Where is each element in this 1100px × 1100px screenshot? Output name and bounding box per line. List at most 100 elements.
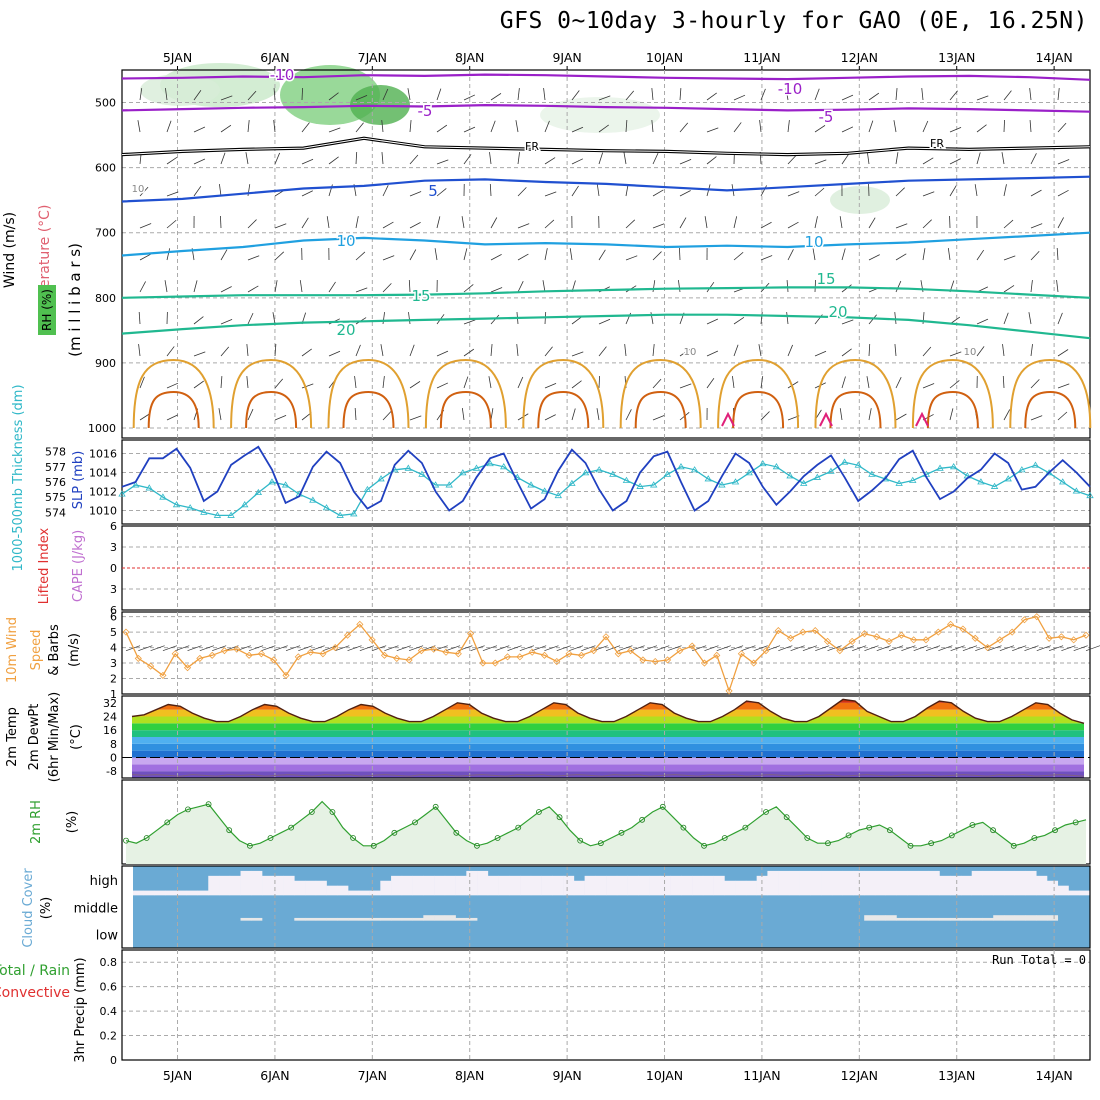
wind-barb <box>470 645 485 652</box>
wind-barb <box>355 151 358 165</box>
wind-barb <box>137 120 141 133</box>
cape-contour-mark <box>915 411 929 427</box>
wind-barb <box>618 645 633 652</box>
bottom-date-label: 5JAN <box>163 1068 192 1083</box>
wind-barb <box>463 126 476 133</box>
cloud-high-gap <box>186 890 198 896</box>
wind-barb <box>841 126 854 133</box>
wind-speed-point <box>1008 628 1016 636</box>
wind-barb <box>922 219 932 229</box>
thickness-point <box>690 466 699 473</box>
wind-barb <box>139 253 151 261</box>
wind-barb <box>814 216 818 229</box>
wind-speed-point <box>356 620 364 628</box>
thickness-line <box>121 461 1091 517</box>
rh-point <box>494 835 501 841</box>
temp-tick-label: 32 <box>103 697 117 710</box>
isotherm-30-loop <box>1024 390 1077 429</box>
wind-speed-point <box>947 620 955 628</box>
wind-barb <box>841 348 852 357</box>
cloud-high-gap <box>283 875 295 896</box>
cloud-mid-gap <box>240 917 252 921</box>
thickness-point <box>813 473 822 480</box>
wind-barb <box>409 381 421 389</box>
precip-tick-label: 0.4 <box>100 1005 118 1018</box>
wind-barb <box>704 216 708 229</box>
wind-barb <box>868 408 872 421</box>
wind-speed-point <box>860 630 869 638</box>
cloud-high-gap <box>294 880 306 896</box>
rh-legend-box <box>38 285 56 335</box>
wind-speed-point <box>393 654 401 662</box>
isotherm-25-loop <box>424 358 507 429</box>
ylabel-rh: RH (%) <box>40 289 54 331</box>
bottom-date-label: 6JAN <box>260 1068 289 1083</box>
top-date-label: 8JAN <box>455 50 484 65</box>
wind-barb <box>490 314 500 325</box>
cloud-high-gap <box>143 890 155 896</box>
wind-barb <box>166 382 179 389</box>
slp-tick-label: 1014 <box>89 467 117 480</box>
rh-point <box>804 835 811 841</box>
wind-barb <box>571 126 584 133</box>
precip-panel: 0 0.2 0.4 0.6 0.8 Run Total = 0 <box>100 949 1091 1067</box>
thickness-point <box>418 470 426 477</box>
isotherm-line <box>121 313 1091 340</box>
cloud-mid-gap <box>380 917 392 921</box>
thickness-point <box>868 470 876 477</box>
wind-barb <box>596 408 600 421</box>
rh-point <box>659 803 666 810</box>
wind-barb <box>1048 645 1064 652</box>
run-total: Run Total = 0 <box>992 953 1086 967</box>
rh-point <box>763 809 769 815</box>
wind-barb <box>623 152 627 165</box>
cloud-high-gap <box>412 875 424 896</box>
wind-barb <box>679 217 687 229</box>
wind-barb <box>488 376 492 389</box>
wind-barb <box>409 415 422 421</box>
cloud-high-gap <box>767 870 779 896</box>
thickness-point <box>581 469 590 476</box>
top-date-label: 11JAN <box>743 50 780 65</box>
wind-speed-point <box>147 662 155 670</box>
wind-barb <box>841 248 846 261</box>
cloud-mid-gap <box>326 917 338 921</box>
wind-tick-label: 1 <box>110 688 117 701</box>
wind-barb <box>507 645 522 652</box>
contour-label: 10 <box>684 347 697 358</box>
wind-speed-point <box>996 636 1004 644</box>
top-date-label: 9JAN <box>552 50 581 65</box>
rh-shading <box>830 186 890 214</box>
wind-barb <box>976 249 985 261</box>
panel-frame <box>121 865 1091 949</box>
thickness-point <box>322 504 331 511</box>
wind-barb <box>220 249 228 261</box>
upper-air-panel: 500 600 700 800 900 1000 -10 -10 -5 -5 FR FR 5 10 10 10… <box>88 63 1092 439</box>
cloud-high-gap <box>584 875 596 896</box>
wind-barb <box>138 312 141 325</box>
wind-barb <box>355 216 359 229</box>
rh-point <box>721 835 728 841</box>
rh-point <box>123 837 129 844</box>
thickness-tick-label: 574 <box>45 506 66 519</box>
wind-barb <box>544 191 557 197</box>
cloud-high-gap <box>380 880 392 896</box>
rh-point <box>680 824 687 831</box>
wind-barb <box>355 122 364 133</box>
wind-speed-point <box>971 634 979 642</box>
wind-barb <box>913 645 928 652</box>
wind-barb <box>728 645 744 652</box>
wind-barb <box>814 187 825 197</box>
wind-barb <box>409 249 417 261</box>
wind-barb <box>247 312 254 325</box>
thickness-point <box>554 491 562 499</box>
wind-barb <box>247 219 257 229</box>
cloud-high-gap <box>530 875 542 896</box>
wind-barb <box>839 408 843 421</box>
wind-barb <box>760 376 764 389</box>
wind-barb <box>544 382 557 389</box>
wind-barb <box>651 120 654 133</box>
wind-barb <box>852 645 867 652</box>
wind-speed-point <box>651 657 659 666</box>
ylabel-temp-part: (6hr Min/Max) <box>47 692 62 782</box>
